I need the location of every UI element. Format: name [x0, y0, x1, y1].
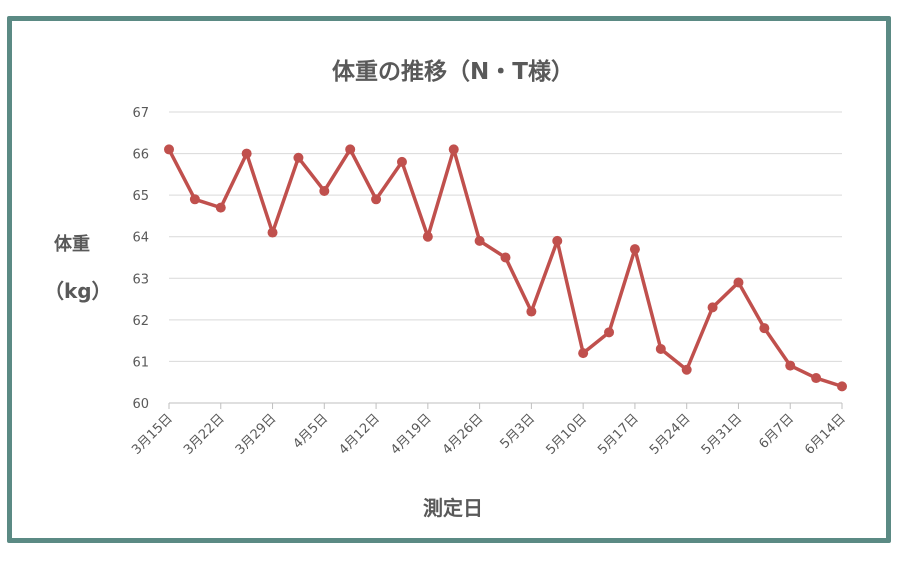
data-point	[371, 194, 382, 205]
data-point	[189, 194, 200, 205]
x-tick-label: 5月10日	[543, 411, 590, 458]
x-tick-label: 3月29日	[233, 411, 280, 458]
data-point	[319, 185, 330, 196]
data-point	[215, 202, 226, 213]
data-point	[759, 323, 770, 334]
x-tick-label: 6月7日	[756, 411, 797, 452]
x-tick-label: 5月31日	[699, 411, 746, 458]
x-tick-label: 5月3日	[498, 411, 539, 452]
x-tick-label: 4月26日	[440, 411, 487, 458]
y-tick-label: 63	[132, 272, 149, 287]
x-tick-label: 4月5日	[290, 411, 331, 452]
x-tick-label: 4月12日	[336, 411, 383, 458]
data-point	[474, 235, 485, 246]
data-point	[785, 360, 796, 371]
series-line	[167, 147, 844, 389]
x-tick-label: 5月17日	[595, 411, 642, 458]
y-tick-label: 61	[132, 355, 149, 370]
data-point	[422, 231, 433, 242]
data-point	[500, 252, 511, 263]
x-axis-label: 測定日	[423, 496, 483, 520]
data-point	[164, 144, 174, 155]
data-point	[267, 227, 278, 238]
chart-frame	[7, 16, 891, 543]
data-point	[552, 235, 563, 246]
y-tick-label: 60	[132, 397, 149, 412]
data-point	[655, 343, 666, 354]
data-point	[293, 152, 304, 163]
chart-title: 体重の推移（N・T様）	[332, 59, 574, 85]
data-point	[241, 148, 252, 159]
x-tick-label: 3月15日	[129, 411, 176, 458]
y-tick-label: 65	[132, 189, 149, 204]
data-point	[837, 381, 847, 392]
y-tick-label: 67	[132, 106, 149, 121]
data-point	[733, 277, 744, 288]
y-axis-label: 体重	[54, 234, 90, 255]
data-point	[345, 144, 356, 155]
data-point	[604, 327, 615, 338]
data-point	[707, 302, 718, 313]
y-tick-label: 62	[132, 314, 149, 329]
x-tick-label: 5月24日	[647, 411, 694, 458]
y-tick-label: 64	[132, 231, 149, 246]
data-point	[811, 373, 822, 384]
data-point	[526, 306, 537, 317]
data-point	[448, 144, 459, 155]
x-tick-label: 6月14日	[802, 411, 849, 458]
y-axis-unit: （kg）	[44, 279, 112, 303]
x-tick-label: 4月19日	[388, 411, 435, 458]
y-tick-label: 66	[132, 148, 149, 163]
data-point	[396, 156, 407, 167]
data-point	[681, 364, 692, 375]
data-point	[629, 244, 640, 255]
data-point	[578, 348, 589, 359]
x-tick-label: 3月22日	[181, 411, 228, 458]
